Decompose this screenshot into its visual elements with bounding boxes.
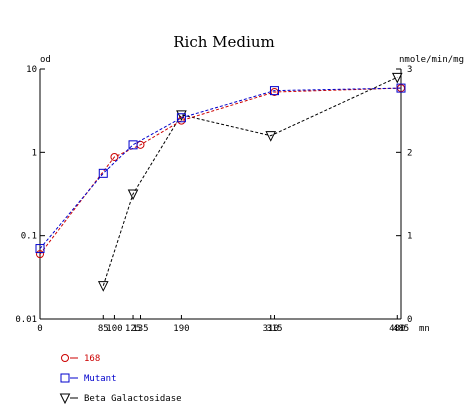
x-tick-label: 125 [125,324,141,334]
x-tick-label: 480 [389,324,405,334]
series-triangle-down [97,72,403,292]
y-left-tick-label: 1 [32,148,37,158]
data-point [176,110,187,121]
y-right-tick-label: 3 [407,65,412,75]
data-point [176,113,186,123]
data-point [396,83,406,93]
legend-label: Mutant [84,374,117,384]
x-tick-label: 100 [106,324,122,334]
data-point [127,189,139,201]
series-circle [36,84,405,259]
x-axis-label: mn [419,324,430,334]
data-point [98,168,108,178]
x-tick-label: 310 [263,324,279,334]
data-point [36,250,44,259]
legend-marker [59,393,71,405]
y-right-tick-label: 2 [407,148,412,158]
y-axis-left-label: od [40,55,51,65]
x-tick-label: 0 [37,324,42,334]
data-point [128,140,138,150]
y-left-tick-label: 10 [26,65,37,75]
y-axis-right-ticks: 0 1 2 3 [396,65,412,325]
legend-label: Beta Galactosidase [84,394,182,404]
data-point [269,86,279,96]
series-square [35,83,406,254]
series-line [39,87,402,249]
legend-label: 168 [84,354,100,364]
y-right-tick-label: 0 [407,315,412,325]
data-point [35,244,45,254]
data-point [391,72,403,84]
x-tick-label: 485 [393,324,409,334]
y-left-tick-label: 0.1 [21,232,37,242]
series-layer [35,72,406,292]
x-tick-label: 135 [132,324,148,334]
data-point [110,152,119,161]
series-line [39,87,402,255]
y-axis-left-ticks: 0.01 0.1 1 10 [15,65,45,325]
y-left-tick-label: 0.01 [15,315,37,325]
legend-item: Beta Galactosidase [59,393,182,405]
series-line [102,76,398,286]
x-tick-label: 190 [173,324,189,334]
legend-item: Mutant [60,373,117,384]
chart-title: Rich Medium [173,33,274,51]
data-point [97,281,109,292]
y-axis-right-label: nmole/min/mg [399,55,464,65]
legend-marker [60,373,70,383]
legend-item: 168 [61,354,100,364]
legend-marker [61,354,69,362]
y-right-tick-label: 1 [407,232,412,242]
data-point [265,131,277,142]
legend: 168 Mutant Beta Galactosidase [59,354,182,405]
x-tick-label: 85 [98,324,109,334]
x-tick-label: 315 [266,324,282,334]
